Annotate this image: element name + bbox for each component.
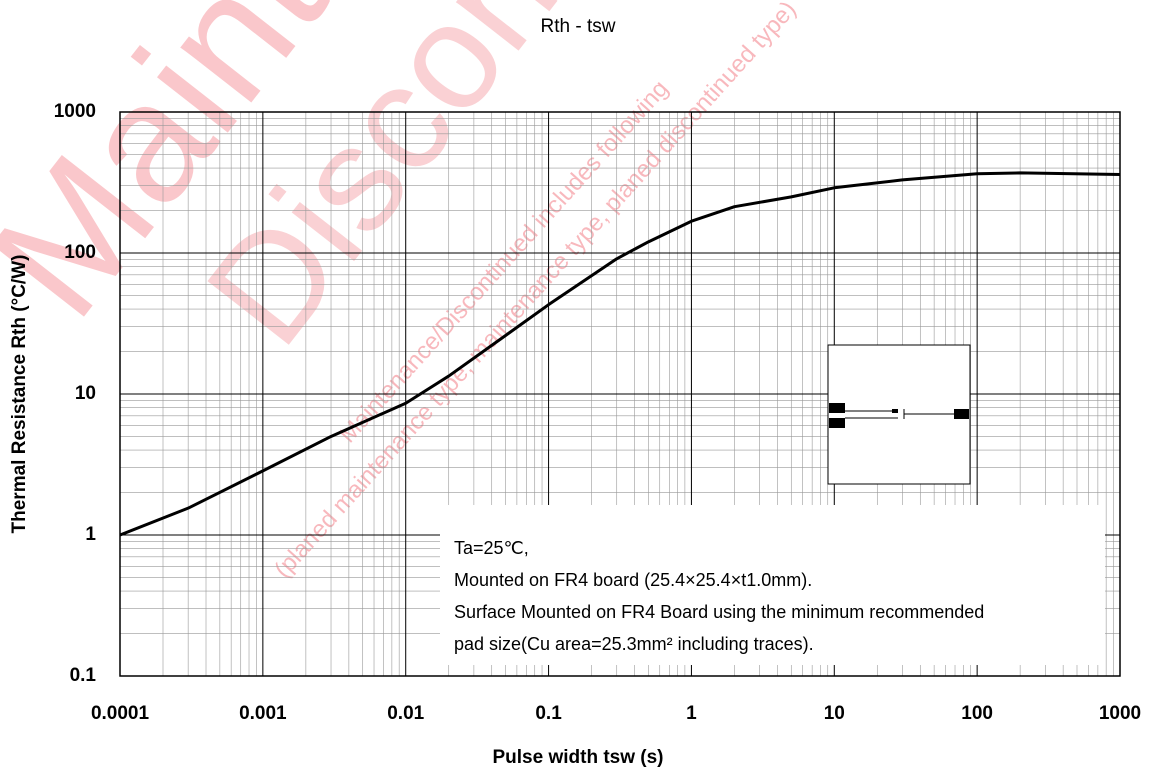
inset-diagram: [827, 344, 971, 485]
pad: [829, 418, 845, 428]
pad: [954, 409, 969, 419]
x-tick-label: 100: [961, 703, 993, 724]
plot: [119, 171, 1121, 537]
watermark: Maintenance/ Discontinued Maintenance/Di…: [0, 0, 840, 583]
chart-title: Rth - tsw: [541, 16, 616, 37]
plot-frame: [119, 111, 1121, 677]
line-series: [119, 171, 1121, 537]
annotation: Ta=25℃,: [454, 538, 529, 558]
annotation: Surface Mounted on FR4 Board using the m…: [454, 602, 984, 622]
x-tick-label: 1: [686, 703, 697, 724]
y-tick-label: 1: [85, 524, 96, 545]
x-tick-label: 1000: [1099, 703, 1141, 724]
x-tick-label: 0.01: [387, 703, 424, 724]
via: [892, 409, 898, 413]
y-tick-label: 10: [75, 383, 96, 404]
x-tick-label: 0.0001: [91, 703, 150, 724]
y-tick-label: 100: [64, 242, 96, 263]
notes: Ta=25℃, Mounted on FR4 board (25.4×25.4×t…: [454, 538, 984, 654]
y-tick-label: 0.1: [70, 665, 97, 686]
y-tick-label: 1000: [54, 101, 96, 122]
x-tick-label: 10: [824, 703, 845, 724]
note-box: [440, 505, 1105, 665]
y-axis-label: Thermal Resistance Rth (°C/W): [9, 255, 30, 534]
x-tick-label: 0.001: [239, 703, 287, 724]
x-axis-label: Pulse width tsw (s): [492, 747, 663, 768]
annotation: pad size(Cu area=25.3mm² including trace…: [454, 634, 814, 654]
annotation: Mounted on FR4 board (25.4×25.4×t1.0mm).: [454, 570, 812, 590]
pad: [829, 403, 845, 413]
x-tick-label: 0.1: [535, 703, 562, 724]
